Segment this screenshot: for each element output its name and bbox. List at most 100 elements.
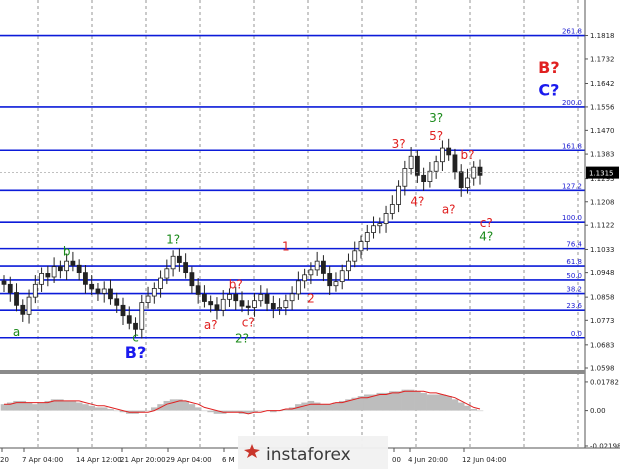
oscillator-bar: [313, 402, 321, 411]
candle-body: [427, 170, 433, 182]
candle-body: [383, 213, 389, 224]
oscillator-bar: [63, 400, 70, 411]
candle-body: [170, 255, 176, 270]
candle-body: [51, 266, 57, 278]
candle-body: [433, 161, 439, 172]
oscillator-bar: [420, 392, 427, 411]
wave-label: 1?: [166, 232, 180, 246]
candle-body: [39, 273, 44, 285]
candle-body: [1, 280, 7, 285]
candle-body: [283, 300, 289, 308]
candle-body: [371, 225, 376, 233]
oscillator-bar: [301, 402, 308, 411]
candle-body: [126, 315, 132, 324]
candle-body: [233, 294, 239, 302]
oscillator-bar: [169, 399, 177, 411]
oscillator-bar: [464, 405, 471, 411]
oscillator-bar: [426, 394, 434, 411]
fib-level-label: 100.0: [562, 214, 582, 222]
oscillator-bar: [382, 392, 390, 411]
fib-level-label: 38.2: [566, 286, 582, 294]
wave-label: c?: [480, 216, 493, 230]
oscillator-bar: [201, 410, 208, 412]
candle-body: [346, 260, 351, 272]
price-tick-label: 1.1033: [590, 246, 615, 254]
watermark-logo: instaforex: [238, 436, 388, 469]
candle-body: [333, 281, 339, 287]
oscillator-bar: [257, 410, 265, 412]
oscillator-pane: 0.01782 0.00 -0.02198: [0, 378, 620, 450]
oscillator-bar: [320, 404, 327, 411]
candle-body: [195, 285, 201, 295]
fib-level-label: 161.8: [562, 142, 582, 150]
candle-body: [139, 302, 145, 330]
candle-body: [465, 177, 470, 188]
wave-label: 2?: [235, 331, 249, 345]
candle-body: [252, 300, 257, 308]
fib-level-label: 76.4: [566, 241, 582, 249]
oscillator-bar: [57, 399, 64, 411]
wave-label: C?: [538, 80, 559, 99]
oscillator-tick-label: -0.02198: [590, 442, 620, 450]
time-tick-label: 4 Jun 20:00: [408, 456, 448, 464]
oscillator-bar: [138, 410, 146, 413]
time-tick-label: 7 Apr 04:00: [22, 456, 63, 464]
price-axis: 1.1818 1.1732 1.1642 1.1556 1.1470 1.1383 1.12…: [0, 0, 620, 448]
candle-body: [270, 303, 276, 310]
oscillator-bar: [226, 410, 233, 413]
candle-body: [32, 283, 38, 298]
oscillator-bar: [69, 400, 77, 411]
oscillator-bar: [470, 408, 478, 411]
oscillator-bar: [100, 407, 108, 411]
candle-body: [176, 255, 182, 263]
oscillator-tick-label: 0.01782: [590, 378, 619, 386]
candle-body: [202, 294, 207, 302]
oscillator-bar: [176, 399, 183, 411]
wave-label: b?: [229, 277, 243, 291]
oscillator-bar: [407, 389, 415, 411]
candle-body: [258, 294, 264, 302]
candle-body: [277, 307, 282, 310]
oscillator-bar: [194, 407, 202, 411]
candle-body: [289, 293, 295, 302]
watermark-text: instaforex: [266, 445, 351, 465]
candle-body: [295, 280, 301, 295]
oscillator-bar: [75, 402, 83, 411]
candle-body: [57, 266, 63, 272]
candle-body: [101, 288, 107, 294]
wave-label: b?: [460, 148, 474, 162]
candle-body: [45, 273, 51, 278]
oscillator-bar: [119, 410, 127, 413]
wave-label: 4?: [479, 230, 493, 244]
price-tick-label: 1.1818: [590, 32, 615, 40]
oscillator-bar: [476, 410, 484, 412]
candle-body: [89, 283, 95, 290]
oscillator-bar: [414, 391, 421, 411]
oscillator-bar: [6, 402, 14, 411]
candle-body: [352, 250, 358, 262]
time-tick-label: 21 Apr 20:00: [120, 456, 166, 464]
oscillator-bar: [82, 404, 89, 411]
candle-body: [458, 171, 464, 188]
price-candles: [1, 138, 483, 339]
candle-body: [214, 304, 220, 311]
oscillator-bar: [376, 392, 384, 411]
oscillator-bar: [326, 404, 333, 411]
price-tick-label: 1.1208: [590, 198, 615, 206]
wave-label: 4?: [410, 194, 424, 208]
oscillator-bar: [307, 400, 315, 411]
price-tick-label: 1.1642: [590, 80, 615, 88]
candle-body: [64, 260, 70, 272]
fib-level-label: 127.2: [562, 182, 582, 190]
oscillator-bar: [451, 399, 459, 411]
time-tick-label: 12 Jun 04:00: [462, 456, 506, 464]
oscillator-bar: [25, 402, 33, 411]
price-tick-label: 1.0598: [590, 365, 615, 373]
candle-body: [339, 270, 345, 283]
oscillator-bar: [107, 408, 114, 411]
wave-label: 3?: [429, 111, 443, 125]
wave-label: B?: [125, 343, 146, 362]
oscillator-signal-line: [4, 390, 481, 415]
